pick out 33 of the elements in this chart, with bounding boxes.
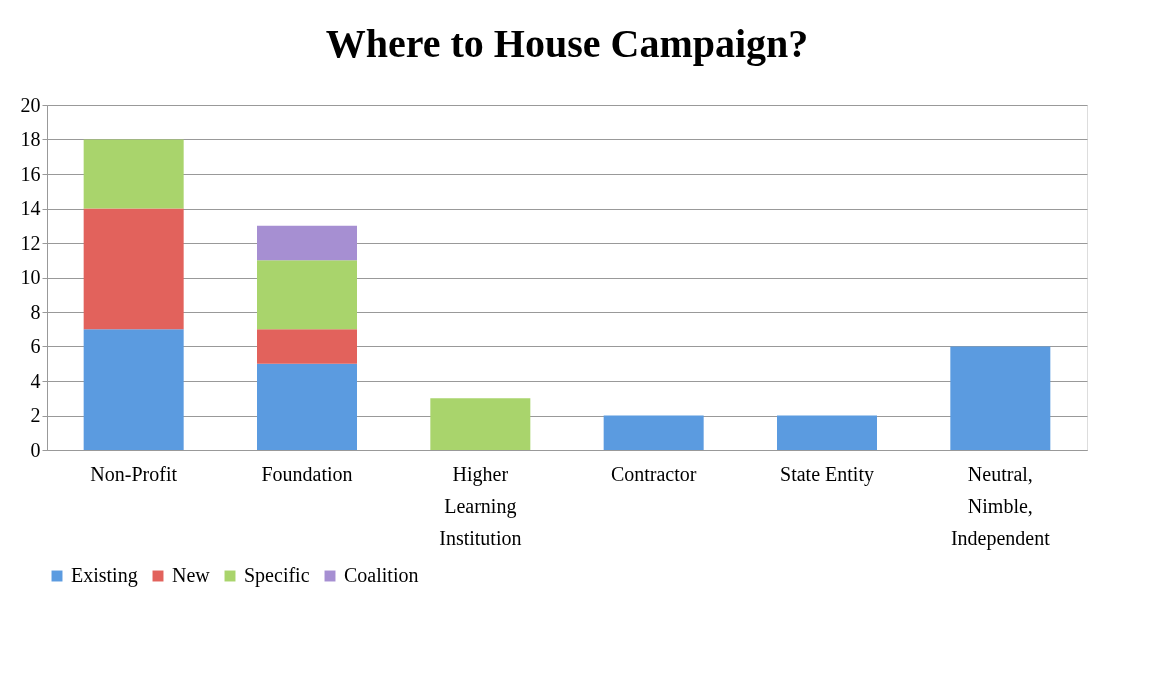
bar (430, 398, 531, 450)
y-tick-label: 6 (30, 335, 41, 357)
y-tick-label: 14 (20, 197, 41, 219)
y-tick-label: 18 (20, 128, 41, 150)
y-tick-label: 10 (20, 266, 41, 288)
y-tick-label: 0 (30, 438, 41, 461)
x-tick-label: Non-Profit (90, 462, 178, 485)
bar (257, 225, 357, 261)
bar (603, 415, 704, 450)
bar (83, 139, 184, 209)
y-tick-label: 8 (30, 300, 41, 323)
bar (257, 363, 357, 450)
chart-title: Where to House Campaign? (325, 21, 809, 66)
x-tick-label: Higher Learning Institution (439, 462, 522, 549)
legend-label: Specific (244, 564, 310, 587)
legend-label: New (172, 564, 211, 586)
x-tick-label: State Entity (780, 462, 874, 486)
bar (257, 260, 357, 330)
legend-label: Coalition (344, 564, 419, 586)
y-tick-label: 16 (20, 162, 41, 185)
bar (257, 329, 357, 364)
x-tick-label: Neutral, Nimble, Independent (950, 462, 1051, 550)
y-tick-label: 2 (30, 404, 41, 426)
x-tick-label: Contractor (610, 462, 697, 485)
bar (777, 415, 877, 450)
bar (950, 346, 1051, 450)
y-tick-label: 20 (20, 93, 41, 116)
x-tick-label: Foundation (261, 462, 353, 485)
bar (83, 329, 184, 450)
y-tick-label: 4 (30, 369, 41, 392)
legend-label: Existing (71, 564, 138, 587)
bar (83, 208, 184, 330)
y-tick-label: 12 (20, 231, 41, 254)
